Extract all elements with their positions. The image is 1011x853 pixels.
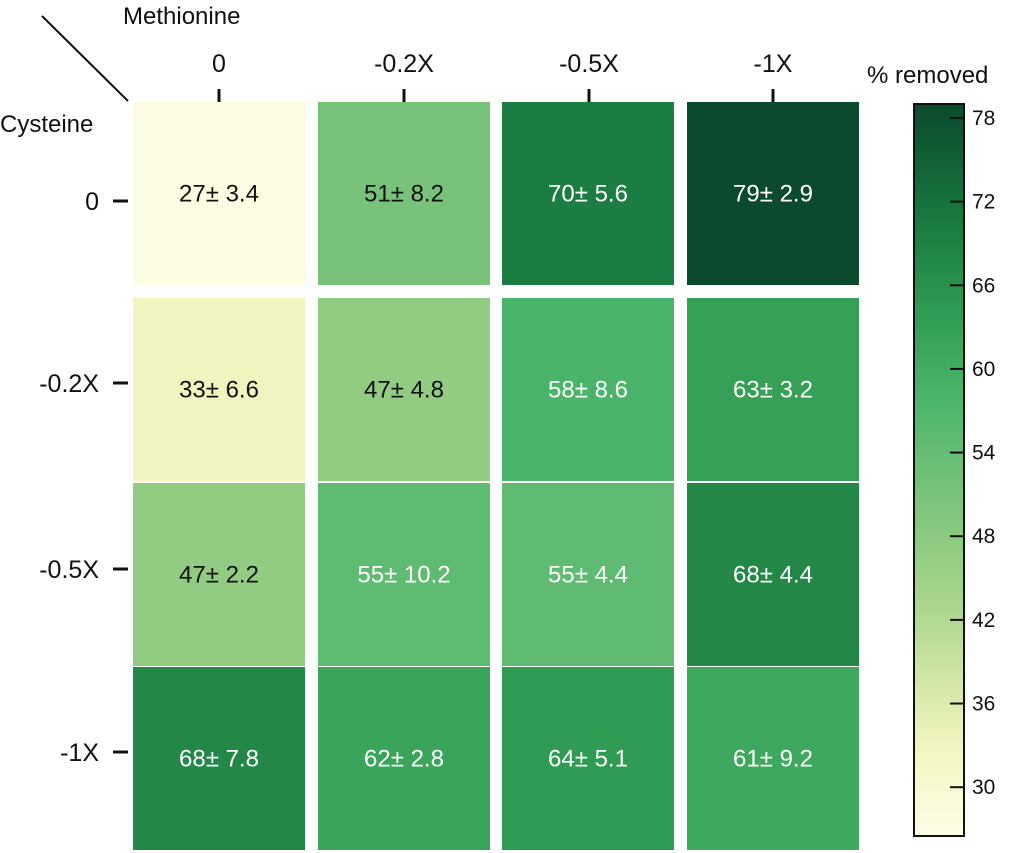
row-tick-label: 0 <box>85 188 99 216</box>
heatmap-cell <box>318 298 490 481</box>
cell-label: 33± 6.6 <box>179 377 259 404</box>
colorbar-title: % removed <box>867 62 988 89</box>
heatmap-cell <box>133 667 305 850</box>
corner-diagonal <box>41 15 129 102</box>
heatmap-cell <box>318 102 490 285</box>
column-ticks: 0 -0.2X -0.5X -1X <box>212 50 793 102</box>
cell-label: 70± 5.6 <box>548 181 628 208</box>
heatmap-cell <box>502 667 674 850</box>
heatmap-cell <box>318 483 490 666</box>
cell-label: 55± 10.2 <box>357 562 450 589</box>
cell-label: 62± 2.8 <box>364 746 444 773</box>
cell-label: 63± 3.2 <box>733 377 813 404</box>
heatmap-cell <box>502 102 674 285</box>
col-tick-label: -0.5X <box>559 50 619 78</box>
heatmap-cell <box>133 483 305 666</box>
cell-label: 47± 4.8 <box>364 377 444 404</box>
colorbar-ticks: 30 36 42 48 54 60 66 72 78 <box>950 107 996 799</box>
col-tick-label: -1X <box>754 50 793 78</box>
cell-label: 68± 7.8 <box>179 746 259 773</box>
cell-label: 64± 5.1 <box>548 746 628 773</box>
col-tick-label: -0.2X <box>374 50 434 78</box>
cell-label: 68± 4.4 <box>733 562 813 589</box>
cell-label: 47± 2.2 <box>179 562 259 589</box>
heatmap-cells: 27± 3.4 51± 8.2 70± 5.6 79± 2.9 33± 6.6 47± 4… <box>133 102 859 850</box>
colorbar-tick-label: 72 <box>972 191 995 214</box>
col-tick-label: 0 <box>212 50 226 78</box>
colorbar-tick-label: 66 <box>972 274 995 297</box>
colorbar-tick-label: 42 <box>972 609 995 632</box>
colorbar-tick-label: 36 <box>972 693 995 716</box>
heatmap-cell <box>502 483 674 666</box>
col-axis-title: Methionine <box>123 3 240 30</box>
colorbar-tick-label: 48 <box>972 525 995 548</box>
cell-label: 79± 2.9 <box>733 181 813 208</box>
heatmap-cell <box>687 298 859 481</box>
heatmap-cell <box>318 667 490 850</box>
heatmap-cell <box>502 298 674 481</box>
cell-label: 51± 8.2 <box>364 181 444 208</box>
row-tick-label: -1X <box>60 739 99 767</box>
row-ticks: 0 -0.2X -0.5X -1X <box>39 188 128 767</box>
heatmap-cell <box>687 667 859 850</box>
colorbar-tick-label: 78 <box>972 107 995 130</box>
cell-label: 27± 3.4 <box>179 181 259 208</box>
heatmap-cell <box>687 483 859 666</box>
colorbar-tick-label: 30 <box>972 776 995 799</box>
cell-label: 61± 9.2 <box>733 746 813 773</box>
row-axis-title: Cysteine <box>0 111 93 138</box>
row-tick-label: -0.5X <box>39 556 99 584</box>
heatmap-cell <box>133 298 305 481</box>
colorbar <box>913 103 965 837</box>
colorbar-tick-label: 60 <box>972 358 995 381</box>
heatmap-cell <box>687 102 859 285</box>
cell-label: 55± 4.4 <box>548 562 628 589</box>
colorbar-tick-label: 54 <box>972 442 996 465</box>
cell-label: 58± 8.6 <box>548 377 628 404</box>
row-tick-label: -0.2X <box>39 370 99 398</box>
heatmap-cell <box>133 102 305 285</box>
